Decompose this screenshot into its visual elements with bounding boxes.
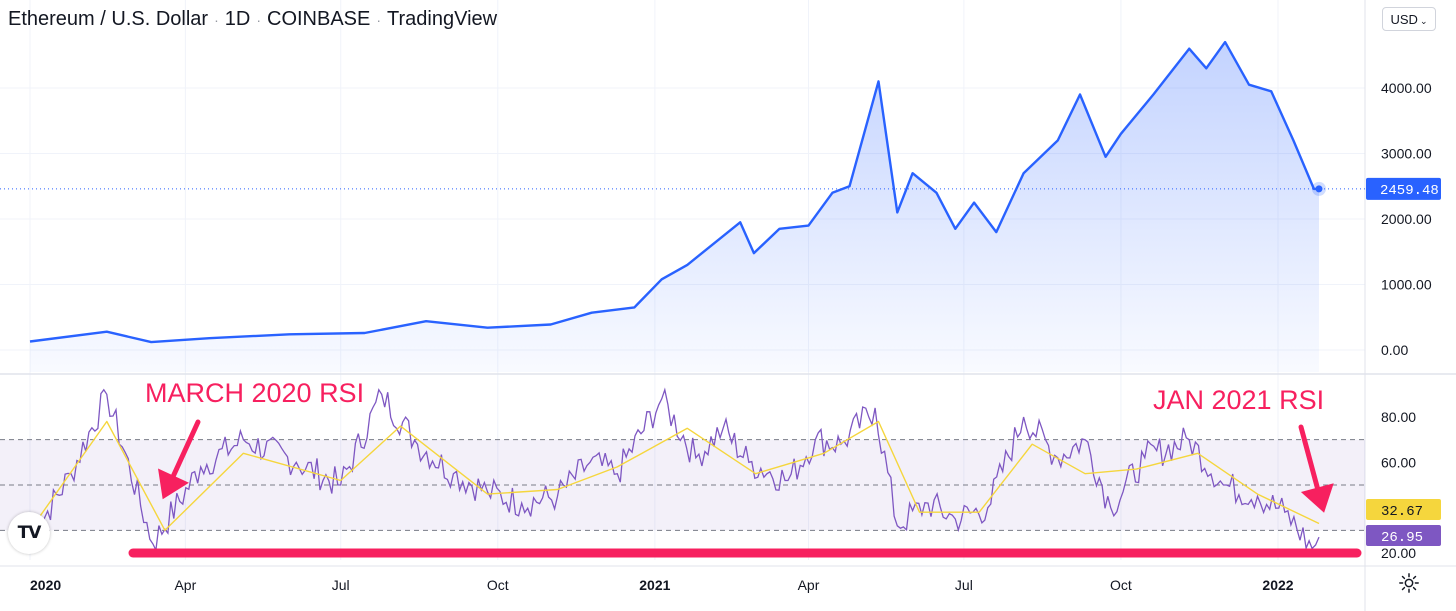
time-axis-tick: Oct: [1110, 577, 1132, 593]
time-axis-tick: 2020: [30, 577, 61, 593]
price-axis-tick: 2000.00: [1381, 211, 1432, 227]
annotation-left-label: MARCH 2020 RSI: [145, 378, 364, 408]
rsi-axis-tick: 60.00: [1381, 454, 1416, 470]
tradingview-logo-icon[interactable]: TV: [8, 512, 50, 554]
time-axis-tick: Apr: [798, 577, 820, 593]
time-axis-tick: 2021: [639, 577, 670, 593]
last-price-dot: [1315, 185, 1323, 193]
annotation-right-arrow-head: [1300, 483, 1334, 513]
time-axis-tick: Jul: [955, 577, 973, 593]
price-axis-tick: 4000.00: [1381, 80, 1432, 96]
rsi-value-label: 26.95: [1381, 530, 1423, 546]
annotation-right-label: JAN 2021 RSI: [1153, 385, 1324, 415]
chevron-down-icon: ⌄: [1419, 16, 1428, 26]
last-price-label: 2459.48: [1380, 183, 1439, 199]
exchange-label: COINBASE: [267, 8, 371, 30]
rsi-ma-value-label: 32.67: [1381, 504, 1423, 520]
chart-title: Ethereum / U.S. Dollar · 1D · COINBASE · Tradi…: [8, 8, 498, 30]
price-area-fill: [30, 42, 1319, 372]
annotation-left-arrow-head: [158, 468, 189, 500]
price-axis-tick: 0.00: [1381, 342, 1408, 358]
rsi-ma-line: [29, 420, 1320, 531]
price-axis-tick: 1000.00: [1381, 277, 1432, 293]
rsi-axis-tick: 20.00: [1381, 545, 1416, 561]
currency-value: USD: [1390, 12, 1418, 27]
rsi-value-badge: [1366, 525, 1441, 546]
rsi-line: [29, 387, 1320, 553]
time-axis-tick: Apr: [174, 577, 196, 593]
last-price-badge: [1366, 177, 1441, 200]
currency-select[interactable]: USD ⌄: [1382, 7, 1436, 31]
price-axis-tick: 3000.00: [1381, 146, 1432, 162]
time-axis-tick: Jul: [332, 577, 350, 593]
time-axis-tick: Oct: [487, 577, 509, 593]
symbol-name: Ethereum / U.S. Dollar: [8, 8, 209, 30]
gear-icon[interactable]: [1398, 572, 1420, 594]
rsi-axis-tick: 80.00: [1381, 409, 1416, 425]
interval-label: 1D: [224, 8, 251, 30]
rsi-ma-badge: [1366, 499, 1441, 520]
source-label: TradingView: [387, 8, 498, 30]
rsi-band: [0, 439, 1365, 531]
time-axis-tick: 2022: [1262, 577, 1293, 593]
price-line: [29, 40, 1319, 344]
